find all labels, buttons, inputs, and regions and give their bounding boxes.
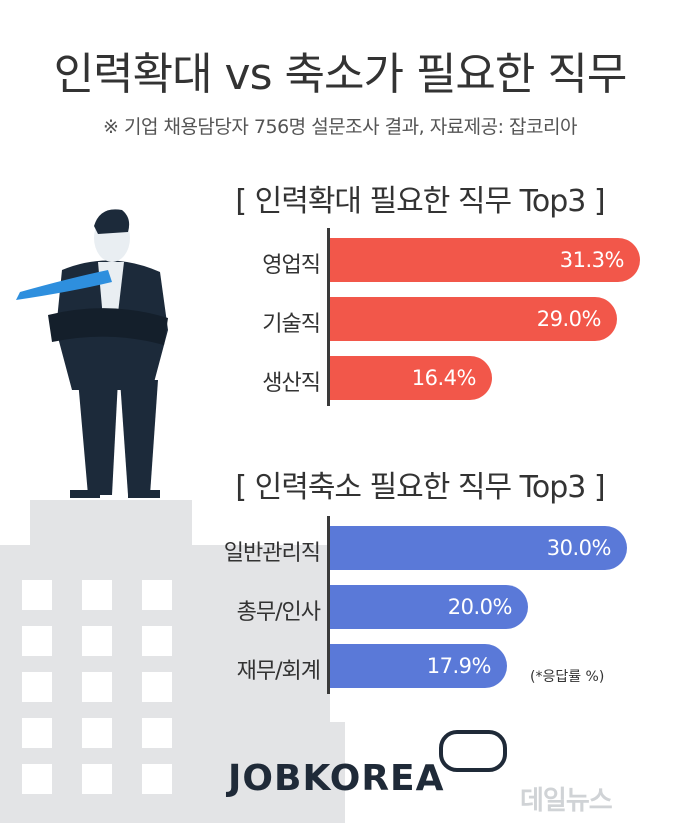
reduce-bar	[330, 585, 528, 629]
businessman-icon	[16, 209, 168, 498]
expand-category-label: 기술직	[262, 312, 321, 337]
chart-title: 인력확대 vs 축소가 필요한 직무	[53, 49, 628, 100]
watermark: 데일뉴스	[520, 786, 613, 816]
reduce-axis-line	[327, 516, 330, 694]
reduce-value-label: 20.0%	[447, 595, 513, 619]
reduce-bar	[330, 644, 507, 688]
expand-category-label: 생산직	[262, 371, 321, 396]
expand-bar	[330, 238, 640, 282]
expand-value-label: 29.0%	[536, 307, 602, 331]
reduce-bar	[330, 526, 627, 570]
expand-category-label: 영업직	[262, 253, 321, 278]
expand-bar	[330, 297, 617, 341]
chart-subtitle: ※ 기업 채용담당자 756명 설문조사 결과, 자료제공: 잡코리아	[103, 116, 577, 138]
reduce-category-label: 총무/인사	[236, 600, 321, 625]
logo-ring-icon	[439, 730, 507, 772]
expand-value-label: 31.3%	[559, 248, 625, 272]
expand-section-title: [ 인력확대 필요한 직무 Top3 ]	[235, 184, 605, 219]
jobkorea-logo: JOBKOREA	[228, 758, 445, 799]
expand-axis-line	[327, 228, 330, 406]
response-rate-note: (*응답률 %)	[530, 669, 605, 685]
expand-bar	[330, 356, 492, 400]
expand-value-label: 16.4%	[411, 366, 477, 390]
reduce-value-label: 17.9%	[426, 654, 492, 678]
reduce-section-title: [ 인력축소 필요한 직무 Top3 ]	[235, 470, 605, 505]
reduce-category-label: 재무/회계	[236, 659, 321, 684]
building-icon	[0, 500, 345, 823]
reduce-value-label: 30.0%	[546, 536, 612, 560]
reduce-category-label: 일반관리직	[223, 541, 321, 566]
